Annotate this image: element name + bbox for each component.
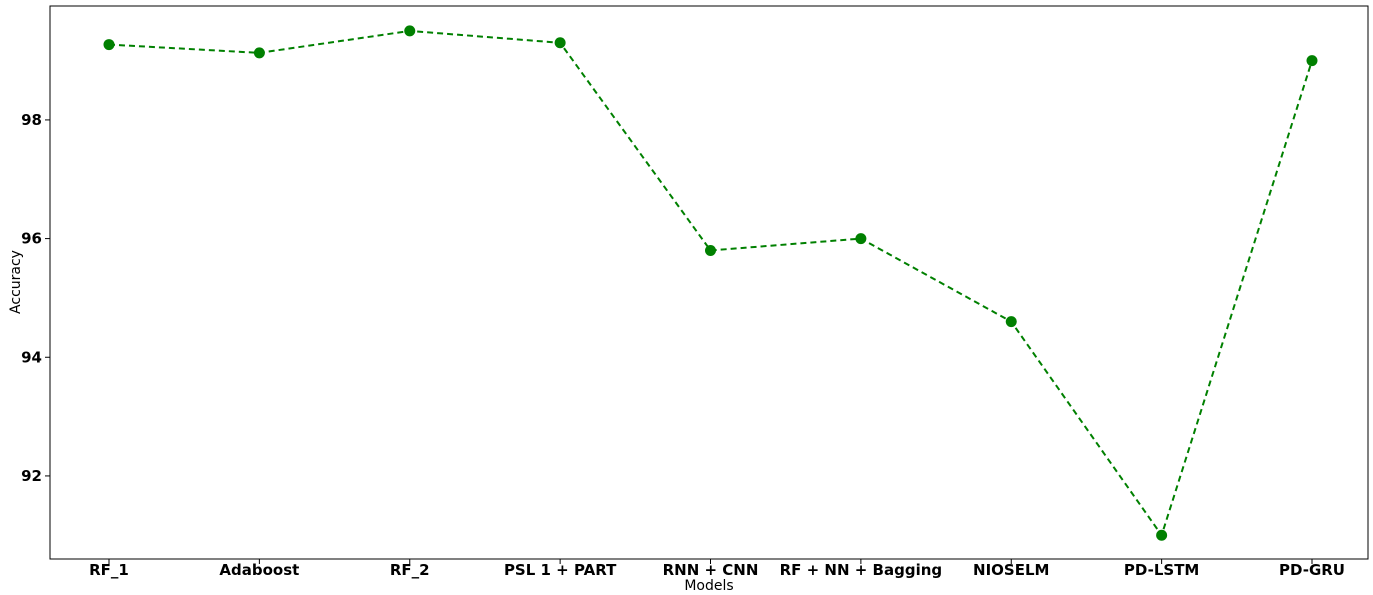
data-point [855,233,867,245]
data-point [253,47,265,59]
data-point [404,25,416,37]
data-point [705,244,716,256]
x-tick-label: PSL 1 + PART [504,561,617,579]
x-tick-label: PD-GRU [1279,561,1345,579]
x-tick-label: NIOSELM [973,561,1049,579]
y-tick-label: 96 [21,230,42,248]
data-point [1306,55,1318,67]
x-tick-label: PD-LSTM [1124,561,1199,579]
x-tick-label: RF + NN + Bagging [780,561,943,579]
y-tick-label: 92 [21,467,42,485]
data-point [103,39,115,51]
plot-area [49,5,1369,560]
x-tick-label: RNN + CNN [663,561,759,579]
x-tick-label: RF_2 [390,561,430,579]
x-tick-label: Adaboost [219,561,299,579]
data-point [1156,529,1168,541]
y-tick-label: 94 [21,348,42,366]
data-point [1005,316,1017,328]
series-line [108,29,1313,538]
y-tick-label: 98 [21,111,42,129]
y-axis: 92 94 96 98 [21,111,50,485]
y-axis-title: Accuracy [8,250,24,314]
x-axis: RF_1 Adaboost RF_2 PSL 1 + PART RNN + CNN RF … [89,559,1345,579]
data-point [554,37,566,49]
x-axis-title: Models [684,578,733,594]
x-tick-label: RF_1 [89,561,129,579]
series-layer [103,25,1318,541]
